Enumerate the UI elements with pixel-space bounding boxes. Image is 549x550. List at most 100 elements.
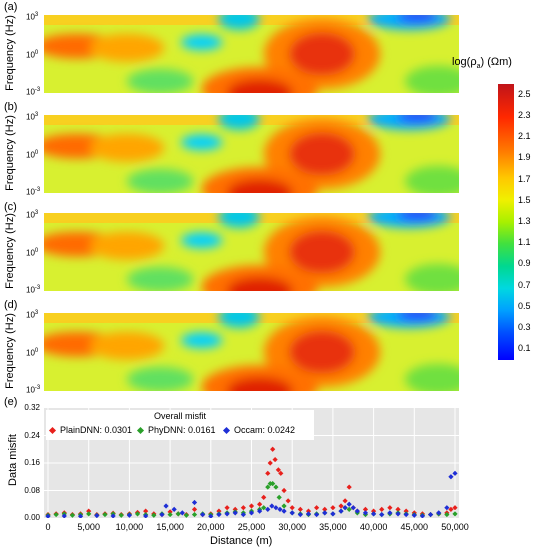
scatter-point: [248, 510, 255, 516]
scatter-point: [452, 470, 458, 476]
scatter-point: [167, 509, 173, 515]
scatter-point: [314, 505, 320, 511]
legend-marker: [48, 426, 57, 435]
scatter-point: [267, 460, 273, 466]
scatter-point: [297, 506, 303, 513]
scatter-point: [272, 456, 278, 463]
scatter-point: [305, 511, 312, 517]
scatter-point: [342, 505, 348, 511]
scatter-point: [342, 498, 348, 504]
panel-a-label: (a): [4, 1, 18, 13]
pseudosection-svg: [44, 15, 459, 93]
x-tick-label: 25,000: [237, 522, 266, 532]
scatter-point: [270, 481, 276, 487]
legend-item: PhyDNN: 0.0161: [136, 425, 216, 435]
legend-label: PlainDNN: 0.0301: [60, 425, 133, 435]
scatter-point: [314, 511, 320, 518]
scatter-point: [240, 505, 246, 511]
pseudosection-panel: [44, 115, 459, 193]
scatter-point: [248, 503, 255, 509]
frequency-tick-label: 103: [26, 310, 39, 320]
frequency-tick-label: 10-3: [26, 285, 41, 295]
legend-item: PlainDNN: 0.0301: [48, 425, 133, 435]
scatter-point: [45, 513, 51, 519]
scatter-point: [350, 505, 356, 511]
scatter-point: [322, 510, 328, 516]
frequency-tick-label: 10-3: [26, 187, 41, 197]
scatter-point: [257, 501, 263, 507]
scatter-point: [427, 511, 434, 518]
scatter-point: [285, 498, 291, 504]
scatter-point: [338, 508, 344, 514]
scatter-point: [191, 506, 198, 513]
scatter-point: [330, 505, 336, 511]
colorbar-title-sub: a: [476, 63, 481, 71]
scatter-point: [448, 474, 454, 480]
scatter-point: [224, 511, 230, 517]
scatter-point: [276, 494, 282, 500]
x-tick-label: 20,000: [197, 522, 225, 532]
legend-label: PhyDNN: 0.0161: [148, 425, 216, 435]
x-tick-label: 35,000: [319, 522, 347, 532]
scatter-point: [163, 503, 169, 509]
colorbar-tick-label: 0.9: [518, 258, 531, 269]
panel-e-label: (e): [4, 396, 18, 408]
scatter-point: [338, 503, 344, 509]
y-tick-label: 0.16: [24, 458, 40, 467]
scatter-point: [179, 510, 185, 516]
frequency-ylabel: Frequency (Hz): [4, 115, 16, 191]
scatter-point: [143, 513, 149, 519]
scatter-point: [240, 511, 246, 518]
frequency-tick-label: 100: [26, 150, 39, 160]
scatter-point: [379, 511, 385, 518]
scatter-point: [278, 470, 284, 476]
scatter-point: [265, 484, 271, 490]
scatter-point: [261, 505, 267, 511]
pseudosection-svg: [44, 313, 459, 391]
colorbar-tick-label: 2.3: [518, 109, 531, 120]
scatter-point: [216, 511, 222, 518]
scatter-point: [102, 511, 108, 518]
colorbar-tick-label: 0.7: [518, 279, 531, 290]
scatter-point: [387, 510, 393, 516]
misfit-plot: Overall misfit PlainDNN: 0.0301 PhyDNN: 0…: [44, 408, 459, 519]
x-tick-label: 10,000: [115, 522, 144, 532]
colorbar-tick-label: 1.1: [518, 237, 531, 248]
frequency-ylabel: Frequency (Hz): [4, 213, 16, 289]
scatter-point: [191, 511, 198, 518]
scatter-point: [159, 511, 165, 518]
scatter-point: [346, 501, 352, 507]
y-tick-label: 0.32: [24, 403, 40, 412]
frequency-tick-label: 10-3: [26, 385, 41, 395]
frequency-tick-label: 100: [26, 348, 39, 358]
frequency-tick-label: 10-3: [26, 87, 41, 97]
pseudosection-svg: [44, 115, 459, 193]
frequency-tick-label: 103: [26, 12, 39, 22]
scatter-point: [216, 508, 222, 514]
scatter-point: [86, 511, 92, 517]
scatter-point: [395, 511, 401, 517]
y-tick-label: 0.24: [24, 430, 40, 440]
scatter-point: [77, 513, 84, 519]
frequency-ylabel: Frequency (Hz): [4, 15, 16, 91]
scatter-point: [275, 467, 281, 473]
scatter-point: [134, 511, 141, 517]
scatter-point: [444, 505, 450, 511]
y-tick-label: 0.00: [24, 513, 40, 522]
scatter-point: [265, 470, 271, 476]
scatter-point: [452, 505, 458, 511]
scatter-point: [452, 511, 458, 517]
colorbar-tick-label: 1.9: [518, 152, 531, 163]
scatter-point: [200, 511, 206, 518]
colorbar-title-unit: ) (Ωm): [480, 56, 512, 68]
scatter-point: [86, 508, 92, 514]
x-tick-label: 30,000: [278, 522, 306, 532]
colorbar-tick-label: 2.5: [518, 88, 531, 99]
scatter-point: [94, 512, 100, 519]
scatter-point: [270, 446, 276, 452]
frequency-tick-label: 103: [26, 210, 39, 220]
panel-b-label: (b): [4, 101, 18, 113]
scatter-point: [289, 505, 295, 511]
scatter-point: [289, 510, 295, 516]
colorbar-tick-label: 0.1: [518, 343, 531, 354]
